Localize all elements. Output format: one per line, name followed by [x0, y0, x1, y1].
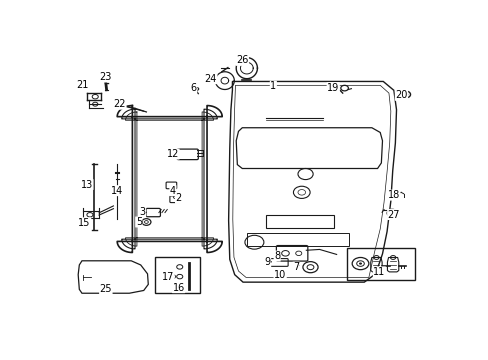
Text: 12: 12 — [166, 149, 179, 159]
Text: 2: 2 — [175, 193, 182, 203]
Text: 20: 20 — [394, 90, 407, 100]
Text: 18: 18 — [387, 190, 399, 200]
Text: 24: 24 — [204, 74, 217, 84]
Text: 19: 19 — [326, 82, 339, 93]
Text: 5: 5 — [135, 217, 142, 227]
Text: 7: 7 — [292, 262, 299, 272]
Text: 10: 10 — [273, 270, 285, 280]
Text: 22: 22 — [113, 99, 126, 109]
Text: 9: 9 — [264, 257, 270, 267]
Text: 1: 1 — [270, 81, 276, 91]
Text: 3: 3 — [139, 207, 145, 217]
Text: 21: 21 — [76, 80, 88, 90]
Text: 23: 23 — [100, 72, 112, 82]
Text: 14: 14 — [111, 186, 123, 196]
Text: 26: 26 — [236, 55, 248, 66]
Text: 27: 27 — [387, 210, 399, 220]
Text: 4: 4 — [169, 186, 176, 196]
Bar — [155, 257, 200, 293]
Text: 11: 11 — [372, 267, 385, 277]
Text: 15: 15 — [78, 218, 91, 228]
Text: 8: 8 — [273, 251, 280, 261]
Text: 17: 17 — [162, 271, 174, 282]
Text: 13: 13 — [81, 180, 93, 190]
Text: 6: 6 — [190, 82, 197, 93]
Text: 16: 16 — [172, 283, 184, 293]
Circle shape — [403, 93, 407, 96]
Bar — [346, 248, 414, 280]
Circle shape — [358, 262, 361, 265]
Text: 25: 25 — [100, 284, 112, 294]
